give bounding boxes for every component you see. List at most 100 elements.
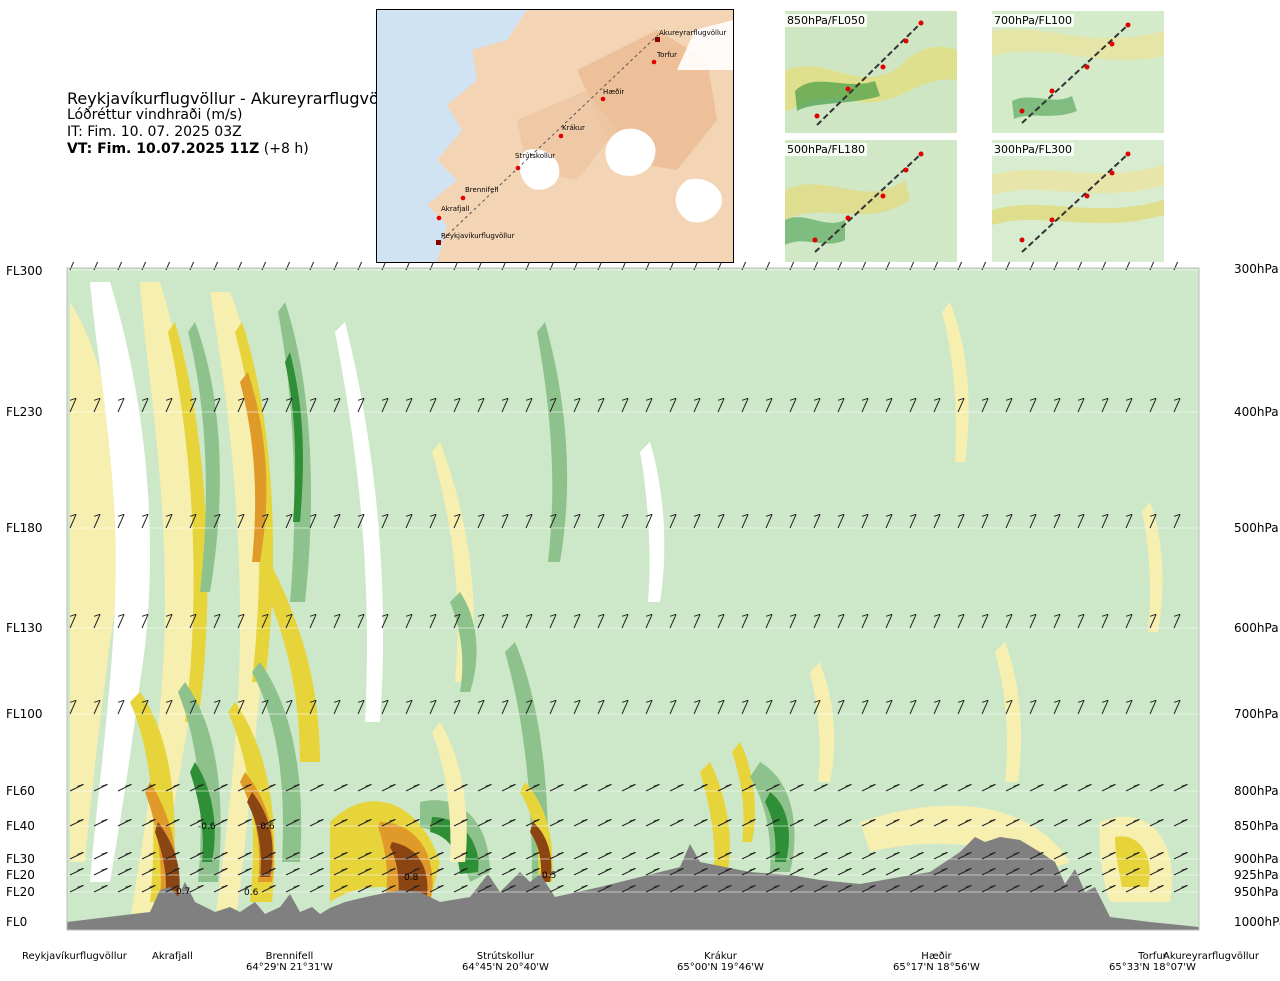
wind-barb-feather — [1181, 851, 1188, 855]
wind-barb-staff — [1029, 700, 1037, 715]
wind-barb-feather — [221, 867, 228, 871]
wind-barb-feather — [717, 513, 725, 517]
wind-barb-feather — [821, 818, 828, 822]
wind-barb-feather — [461, 884, 468, 888]
wind-barb-staff — [861, 514, 869, 529]
wind-barb-feather — [981, 397, 989, 401]
station-coord: 65°00'N 19°46'W — [677, 962, 764, 973]
wind-barb-feather — [605, 867, 612, 871]
wind-barb-staff — [1077, 700, 1085, 715]
wind-barb-feather — [381, 613, 389, 617]
wind-barb-feather — [477, 613, 485, 617]
wind-barb-feather — [525, 699, 533, 703]
station-coord: 65°17'N 18°56'W — [893, 962, 980, 973]
wind-barb-staff — [1125, 514, 1133, 529]
wind-barb-staff — [981, 700, 989, 715]
wind-barb-feather — [869, 783, 876, 787]
wind-barb-feather — [1077, 613, 1085, 617]
wind-barb-feather — [845, 783, 852, 787]
wind-barb-feather — [765, 613, 773, 617]
wind-barb-feather — [885, 613, 893, 617]
wind-barb-feather — [797, 884, 804, 888]
wind-barb-staff — [741, 514, 749, 529]
wind-barb-feather — [773, 884, 780, 888]
station-name: Brennifell — [265, 951, 314, 962]
wind-barb-feather — [173, 783, 180, 787]
wind-barb-feather — [197, 884, 204, 888]
station-reykjavikurflugvollur: Reykjavíkurflugvöllur — [22, 951, 127, 962]
wind-barb-feather — [773, 851, 780, 855]
wind-barb-feather — [101, 884, 108, 888]
wind-barb-feather — [1085, 867, 1092, 871]
wind-barb-feather — [1053, 513, 1061, 517]
wind-barb-staff — [957, 514, 965, 529]
wind-barb-feather — [677, 783, 684, 787]
wind-barb-feather — [1109, 884, 1116, 888]
contour-labels: -0.6 -0.6 0.7 0.8 0.6 0.5 — [176, 822, 556, 898]
wind-barb-staff — [117, 398, 125, 413]
wind-barb-staff — [717, 614, 725, 629]
wind-barb-feather — [1013, 884, 1020, 888]
station-strutskollur: Strútskollur 64°45'N 20°40'W — [462, 951, 549, 973]
wind-barb-feather — [933, 613, 941, 617]
wind-barb-staff — [717, 700, 725, 715]
wind-barb-feather — [821, 851, 828, 855]
wind-barb-feather — [1109, 783, 1116, 787]
station-krakur: Krákur 65°00'N 19°46'W — [677, 951, 764, 973]
wind-barb-feather — [173, 867, 180, 871]
route-map: Akureyrarflugvöllur Torfur Hæðir Krákur … — [376, 9, 734, 263]
wind-barb-feather — [1157, 851, 1164, 855]
wind-barb-feather — [149, 884, 156, 888]
wind-barb-feather — [165, 699, 173, 703]
wind-barb-feather — [861, 699, 869, 703]
wind-barb-feather — [117, 699, 125, 703]
inset-300hpa: 300hPa/FL300 — [992, 140, 1164, 262]
wind-barb-staff — [501, 398, 509, 413]
wind-barb-staff — [453, 514, 461, 529]
wind-barb-staff — [645, 398, 653, 413]
wind-barb-feather — [117, 613, 125, 617]
station-haedir: Hæðir 65°17'N 18°56'W — [893, 951, 980, 973]
wind-barb-staff — [525, 514, 533, 529]
wind-barb-feather — [989, 851, 996, 855]
wind-barb-staff — [429, 514, 437, 529]
map-label-krakur: Krákur — [562, 124, 585, 132]
wind-barb-staff — [597, 700, 605, 715]
wind-barb-feather — [693, 699, 701, 703]
wind-barb-feather — [461, 783, 468, 787]
wind-barb-feather — [429, 699, 437, 703]
wind-barb-feather — [317, 867, 324, 871]
wind-barb-feather — [813, 397, 821, 401]
wind-barb-feather — [869, 884, 876, 888]
wind-barb-feather — [909, 397, 917, 401]
wind-barb-staff — [741, 614, 749, 629]
hpa-label-500: 500hPa — [1234, 521, 1279, 535]
wind-barb-feather — [573, 513, 581, 517]
wind-barb-staff — [1125, 700, 1133, 715]
hpa-label-900: 900hPa — [1234, 852, 1279, 866]
wind-barb-feather — [909, 613, 917, 617]
wind-barb-feather — [197, 851, 204, 855]
wind-barb-feather — [981, 513, 989, 517]
wind-barb-feather — [813, 513, 821, 517]
station-name: Akrafjall — [152, 951, 193, 962]
wind-barb-staff — [1029, 514, 1037, 529]
wind-barb-staff — [837, 614, 845, 629]
wind-barb-staff — [573, 614, 581, 629]
wind-barb-feather — [309, 613, 317, 617]
wind-barb-feather — [653, 867, 660, 871]
wind-barb-staff — [933, 514, 941, 529]
wind-barb-feather — [333, 613, 341, 617]
wind-barb-feather — [893, 783, 900, 787]
wind-barb-feather — [989, 783, 996, 787]
wind-barb-feather — [549, 397, 557, 401]
route-map-svg — [427, 10, 733, 262]
wind-barb-feather — [909, 699, 917, 703]
wind-barb-feather — [1013, 851, 1020, 855]
wind-barb-staff — [189, 514, 197, 529]
wind-barb-feather — [965, 884, 972, 888]
wind-barb-feather — [581, 783, 588, 787]
wind-barb-feather — [405, 397, 413, 401]
wind-barb-feather — [669, 613, 677, 617]
wind-barb-staff — [477, 514, 485, 529]
